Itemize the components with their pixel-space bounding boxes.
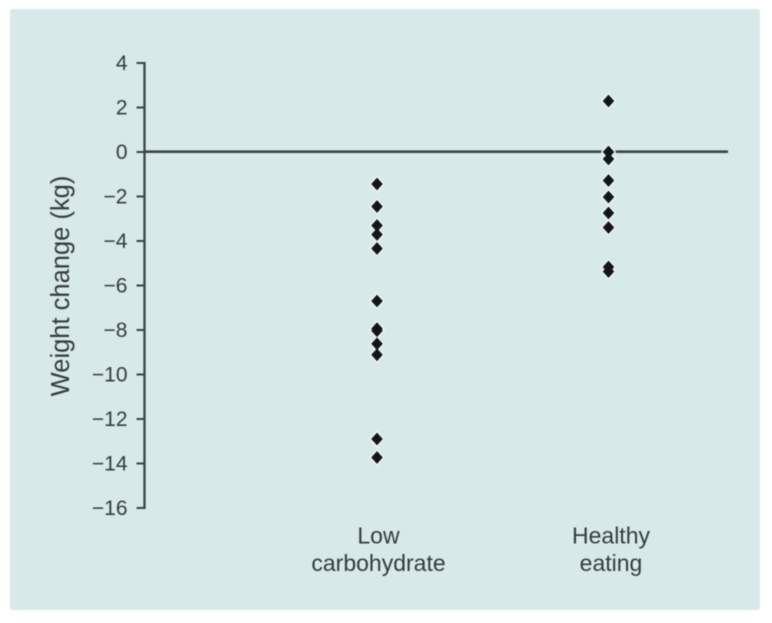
- svg-text:−4: −4: [104, 230, 128, 253]
- svg-text:−10: −10: [92, 363, 128, 386]
- svg-text:−12: −12: [92, 408, 128, 431]
- svg-text:carbohydrate: carbohydrate: [311, 550, 445, 576]
- svg-text:−8: −8: [104, 319, 128, 342]
- svg-text:eating: eating: [580, 550, 643, 576]
- svg-text:Healthy: Healthy: [572, 523, 650, 549]
- svg-text:4: 4: [116, 52, 128, 75]
- svg-text:2: 2: [116, 96, 128, 119]
- svg-text:0: 0: [116, 141, 128, 164]
- svg-text:−6: −6: [104, 274, 128, 297]
- svg-text:−2: −2: [104, 185, 128, 208]
- svg-text:−16: −16: [92, 497, 128, 520]
- svg-text:Low: Low: [357, 523, 400, 549]
- svg-text:−14: −14: [92, 452, 128, 475]
- svg-text:Weight change (kg): Weight change (kg): [47, 176, 75, 397]
